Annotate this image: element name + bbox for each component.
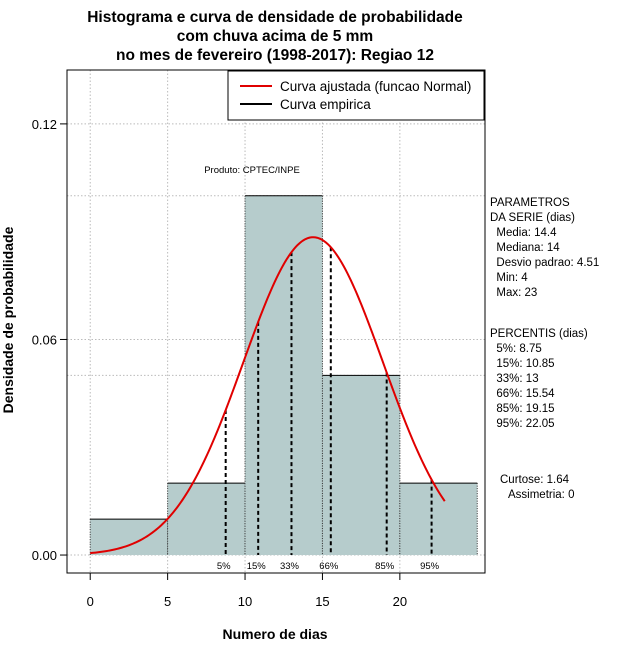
legend: Curva ajustada (funcao Normal) Curva emp…: [227, 70, 485, 121]
parameter-line: PARAMETROS: [490, 197, 570, 209]
y-tick-label: 0.00: [32, 548, 57, 563]
percentile-label: 5%: [217, 561, 231, 572]
parameter-line: DA SERIE (dias): [490, 212, 575, 224]
chart-title-line-1: Histograma e curva de densidade de proba…: [87, 9, 463, 26]
legend-label-fitted: Curva ajustada (funcao Normal): [280, 79, 471, 94]
y-axis-label: Densidade de probabilidade: [0, 226, 16, 413]
kurtosis-text: Curtose: 1.64: [500, 474, 570, 486]
series-parameters-text: PARAMETROS DA SERIE (dias) Media: 14.4 Me…: [490, 197, 599, 299]
percentile-text-line: 95%: 22.05: [490, 418, 555, 430]
percentile-text-line: 5%: 8.75: [490, 343, 542, 355]
percentile-text-line: PERCENTIS (dias): [490, 328, 588, 340]
percentile-label: 85%: [375, 561, 395, 572]
percentile-lines: [224, 247, 433, 556]
parameter-line: Desvio padrao: 4.51: [490, 257, 599, 269]
percentile-text-line: 85%: 19.15: [490, 403, 555, 415]
chart-title-line-2: com chuva acima de 5 mm: [177, 28, 373, 45]
parameter-line: Max: 23: [490, 287, 537, 299]
normal-curve: [90, 236, 446, 555]
percentile-label: 33%: [280, 561, 300, 572]
skewness-text: Assimetria: 0: [508, 489, 574, 501]
legend-label-empirical: Curva empirica: [280, 97, 371, 112]
percentiles-text: PERCENTIS (dias) 5%: 8.75 15%: 10.85 33%…: [490, 328, 588, 430]
product-annotation: Produto: CPTEC/INPE: [204, 165, 300, 176]
chart-title-line-3: no mes de fevereiro (1998-2017): Regiao …: [116, 47, 434, 64]
x-tick-label: 15: [315, 594, 329, 609]
histogram-bar: [167, 483, 246, 556]
percentile-label: 95%: [420, 561, 440, 572]
y-tick-label: 0.12: [32, 117, 57, 132]
parameter-line: Min: 4: [490, 272, 528, 284]
histogram-bar: [322, 375, 400, 556]
legend-box: [227, 70, 485, 121]
y-tick-label: 0.06: [32, 332, 57, 347]
histogram-bar: [399, 483, 478, 556]
x-tick-label: 20: [393, 594, 407, 609]
percentile-text-line: 15%: 10.85: [490, 358, 555, 370]
histogram-bar: [245, 195, 323, 556]
percentile-labels: 5% 15% 33% 66% 85% 95%: [217, 561, 440, 572]
x-tick-label: 0: [87, 594, 94, 609]
parameter-line: Media: 14.4: [490, 227, 557, 239]
x-tick-label: 10: [238, 594, 252, 609]
parameter-line: Mediana: 14: [490, 242, 560, 254]
x-tick-label: 5: [164, 594, 171, 609]
histogram-bar: [90, 519, 168, 556]
percentile-text-line: 66%: 15.54: [490, 388, 555, 400]
percentile-text-line: 33%: 13: [490, 373, 539, 385]
x-axis-label: Numero de dias: [222, 626, 327, 642]
y-axis-ticks: 0.00 0.06 0.12: [32, 117, 67, 563]
percentile-label: 66%: [319, 561, 339, 572]
x-axis-ticks: 0 5 10 15 20: [87, 572, 407, 609]
percentile-label: 15%: [247, 561, 267, 572]
